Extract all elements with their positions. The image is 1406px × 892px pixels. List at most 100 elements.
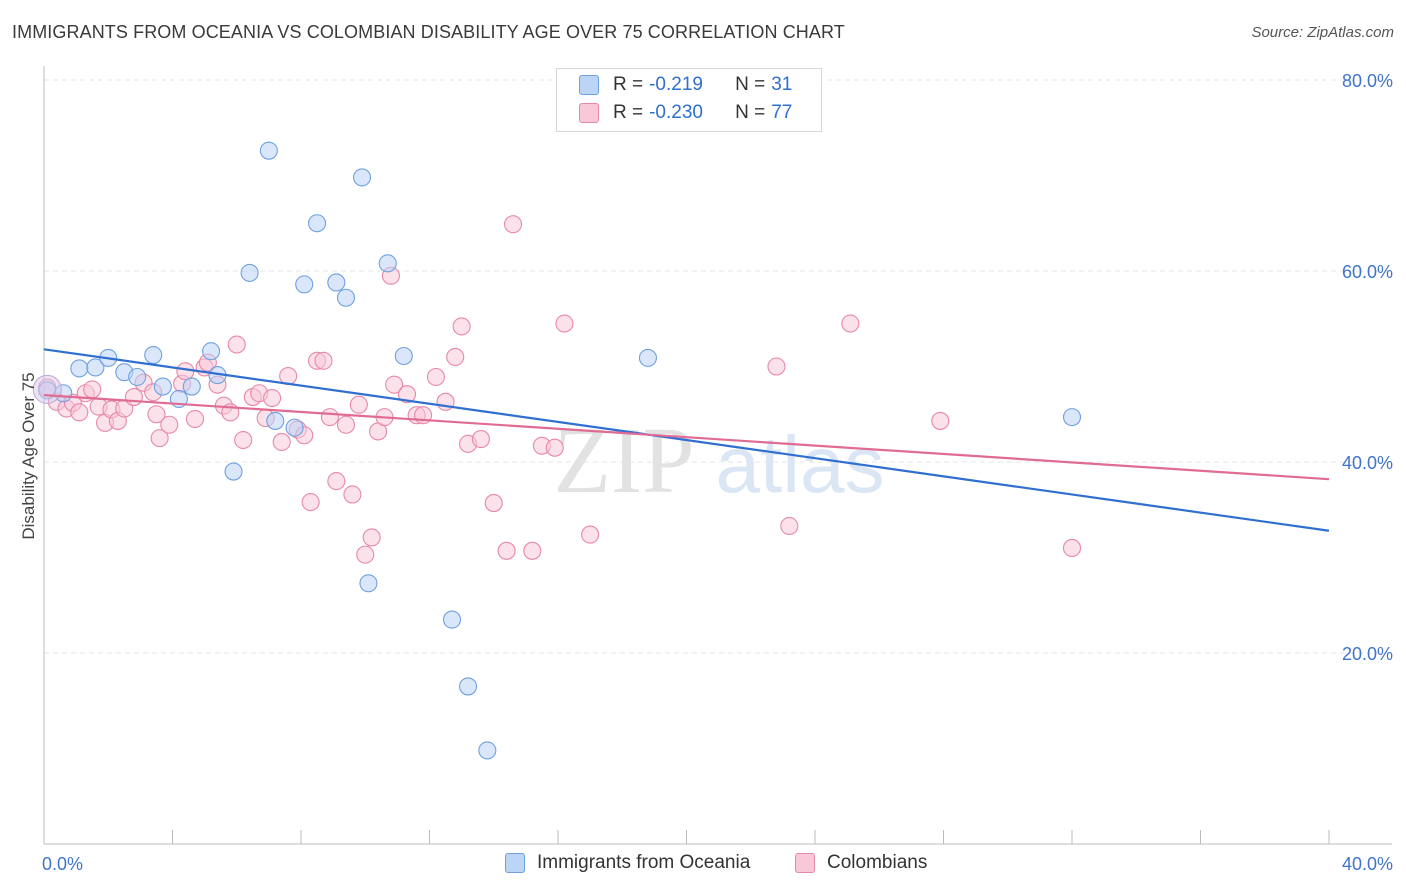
point-oceania bbox=[394, 346, 413, 366]
point-oceania bbox=[202, 342, 221, 361]
point-oceania bbox=[70, 359, 89, 378]
point-oceania bbox=[458, 677, 478, 696]
point-colombians bbox=[147, 405, 166, 424]
watermark-zip: ZIP bbox=[554, 409, 695, 513]
y-tick-label: 60.0% bbox=[1342, 262, 1393, 282]
stats-row-oceania: R = -0.219 N = 31 bbox=[579, 73, 792, 97]
point-colombians bbox=[1062, 538, 1082, 558]
point-oceania bbox=[224, 462, 243, 481]
point-oceania bbox=[478, 741, 497, 760]
point-oceania bbox=[295, 275, 314, 294]
point-colombians bbox=[545, 438, 564, 457]
point-colombians bbox=[385, 375, 404, 394]
point-colombians bbox=[336, 415, 356, 434]
legend-label-colombians: Colombians bbox=[827, 852, 928, 873]
point-colombians bbox=[150, 429, 169, 448]
x-tick-label: 0.0% bbox=[42, 854, 83, 874]
chart-title: IMMIGRANTS FROM OCEANIA VS COLOMBIAN DIS… bbox=[12, 22, 845, 42]
point-colombians bbox=[343, 485, 362, 504]
x-tick-label: 40.0% bbox=[1342, 854, 1393, 874]
r-value: -0.219 bbox=[649, 74, 703, 95]
point-colombians bbox=[503, 215, 523, 234]
n-label: N = bbox=[735, 74, 766, 95]
point-colombians bbox=[484, 494, 503, 513]
point-colombians bbox=[124, 388, 143, 407]
n-value: 31 bbox=[771, 74, 793, 95]
point-colombians bbox=[83, 380, 102, 399]
point-colombians bbox=[160, 415, 179, 434]
legend-label-oceania: Immigrants from Oceania bbox=[537, 852, 751, 873]
point-colombians bbox=[263, 388, 282, 408]
stats-legend: R = -0.219 N = 31 R = -0.230 N = 77 bbox=[556, 68, 822, 132]
source-label: Source: ZipAtlas.com bbox=[1251, 24, 1394, 41]
r-label: R = bbox=[613, 74, 644, 95]
y-tick-label: 20.0% bbox=[1342, 644, 1393, 664]
axes bbox=[43, 66, 1392, 845]
point-colombians bbox=[471, 430, 490, 449]
legend-swatch-colombians bbox=[579, 103, 599, 123]
point-oceania bbox=[308, 214, 327, 233]
legend-item-oceania[interactable]: Immigrants from Oceania bbox=[505, 852, 750, 874]
point-colombians bbox=[349, 395, 368, 414]
point-colombians bbox=[931, 411, 950, 430]
n-value: 77 bbox=[771, 102, 793, 123]
point-colombians bbox=[452, 317, 471, 336]
point-oceania bbox=[336, 288, 356, 307]
tick-labels: 20.0% 40.0% 60.0% 80.0% 0.0% 40.0% bbox=[42, 71, 1393, 874]
point-oceania bbox=[378, 254, 397, 273]
point-colombians bbox=[320, 408, 339, 427]
point-oceania bbox=[327, 273, 346, 292]
point-colombians bbox=[327, 472, 346, 491]
point-colombians bbox=[314, 351, 333, 370]
point-colombians bbox=[70, 403, 89, 422]
r-value: -0.230 bbox=[649, 102, 703, 123]
point-colombians bbox=[767, 357, 786, 376]
legend-swatch-oceania bbox=[579, 75, 599, 95]
data-points bbox=[32, 141, 1082, 760]
point-colombians bbox=[356, 545, 375, 564]
point-oceania bbox=[638, 348, 658, 367]
point-oceania bbox=[266, 411, 285, 430]
point-colombians bbox=[841, 314, 860, 333]
y-axis-label: Disability Age Over 75 bbox=[19, 372, 38, 539]
point-colombians bbox=[426, 367, 445, 387]
point-oceania bbox=[285, 418, 304, 437]
point-colombians bbox=[780, 516, 799, 536]
point-colombians bbox=[555, 314, 574, 333]
point-colombians bbox=[581, 525, 600, 544]
point-colombians bbox=[272, 432, 291, 451]
point-oceania bbox=[442, 610, 462, 629]
point-oceania bbox=[153, 377, 172, 396]
point-oceania bbox=[359, 574, 378, 593]
point-colombians bbox=[301, 493, 320, 512]
point-colombians bbox=[234, 430, 253, 450]
point-colombians bbox=[446, 347, 465, 367]
point-colombians bbox=[176, 362, 195, 381]
point-colombians bbox=[523, 541, 542, 560]
y-tick-label: 40.0% bbox=[1342, 453, 1393, 473]
point-colombians bbox=[227, 335, 246, 354]
point-oceania bbox=[1062, 408, 1082, 427]
point-oceania bbox=[240, 263, 259, 282]
series-legend: Immigrants from Oceania Colombians bbox=[0, 852, 1406, 878]
legend-item-colombians[interactable]: Colombians bbox=[795, 852, 927, 874]
point-oceania bbox=[144, 345, 163, 365]
point-oceania bbox=[352, 168, 372, 187]
trend-line-colombians bbox=[43, 394, 1330, 481]
point-oceania bbox=[259, 141, 278, 160]
r-label: R = bbox=[613, 102, 644, 123]
legend-swatch-oceania bbox=[505, 853, 525, 873]
point-oceania bbox=[128, 367, 147, 387]
stats-row-colombians: R = -0.230 N = 77 bbox=[579, 101, 792, 125]
point-colombians bbox=[497, 541, 516, 560]
point-colombians bbox=[397, 385, 417, 404]
trend-line-oceania bbox=[43, 348, 1330, 532]
trend-lines bbox=[43, 348, 1330, 532]
y-tick-label: 80.0% bbox=[1342, 71, 1393, 91]
point-colombians bbox=[362, 528, 381, 547]
point-colombians bbox=[185, 409, 205, 429]
legend-swatch-colombians bbox=[795, 853, 815, 873]
point-oceania bbox=[182, 377, 201, 396]
grid-lines bbox=[44, 79, 1392, 654]
